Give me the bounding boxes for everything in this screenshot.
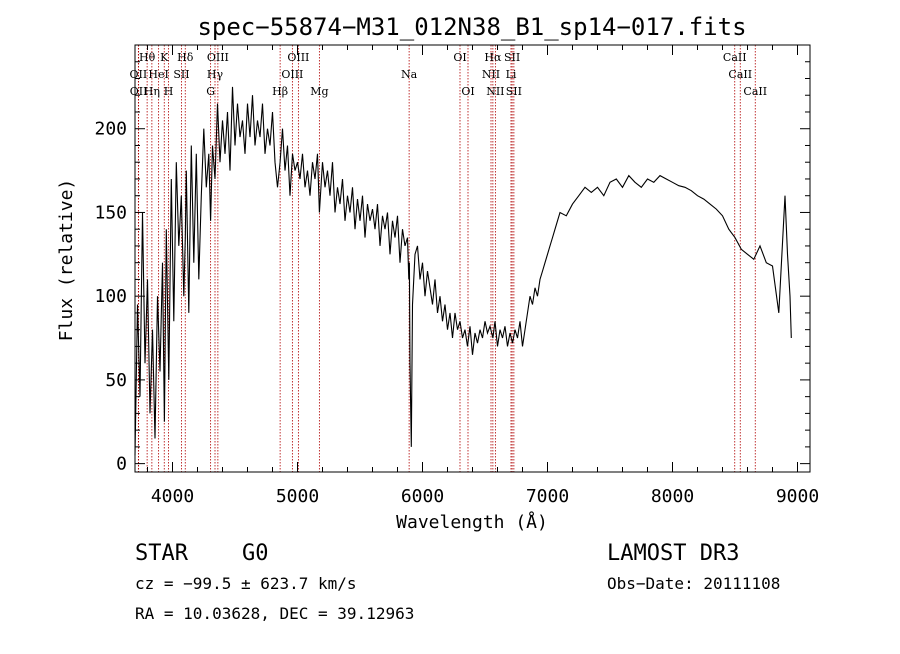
spectral-line-label: CaII [743,85,767,98]
x-tick-label: 4000 [151,486,194,507]
redshift-info: cz = −99.5 ± 623.7 km/s [135,574,357,593]
spectral-line-label: SII [173,68,189,81]
x-tick-label: 8000 [651,486,694,507]
spectral-line-label: Mg [310,85,328,98]
observation-date: Obs−Date: 20111108 [607,574,780,593]
spectral-line-label: OI [453,51,466,64]
spectral-line-label: OI [461,85,474,98]
chart-title: spec−55874−M31_012N38_B1_sp14−017.fits [197,13,746,41]
spectral-line-label: Hγ [207,68,224,81]
spectrum-line [134,86,792,456]
object-class: STAR [135,541,189,566]
spectral-line-label: OIII [207,51,229,64]
spectral-line-label: HeI [148,68,168,81]
spectral-line-label: G [206,85,215,98]
spectral-lines [137,45,756,472]
x-tick-label: 9000 [776,486,819,507]
spectral-line-label: OII [130,85,148,98]
plot-frame [134,44,811,473]
x-tick-label: 5000 [276,486,319,507]
y-tick-label: 100 [94,286,127,307]
x-axis-ticks: 4000 5000 6000 7000 8000 9000 [147,45,819,507]
y-tick-label: 150 [94,202,127,223]
x-tick-label: 7000 [526,486,569,507]
spectral-line-label: OIII [287,51,309,64]
spectral-line-label: NII [482,68,500,81]
coordinates-info: RA = 10.03628, DEC = 39.12963 [135,604,414,623]
y-tick-label: 200 [94,119,127,140]
spectral-line-label: OII [130,68,148,81]
spectral-line-label: Hδ [177,51,194,64]
spectral-line-label: H [164,85,174,98]
x-axis-label: Wavelength (Å) [396,511,548,533]
spectral-line-label: SII [504,51,520,64]
spectral-line-label: CaII [728,68,752,81]
y-tick-label: 0 [116,454,127,475]
y-axis-label: Flux (relative) [56,179,77,342]
spectral-line-label: SII [506,85,522,98]
spectral-line-label: Hη [144,85,160,98]
survey-name: LAMOST DR3 [607,541,739,566]
spectral-line-label: Hβ [272,85,288,98]
y-axis-ticks: 0 50 100 150 200 [94,61,810,475]
x-tick-label: 6000 [401,486,444,507]
object-subclass: G0 [242,541,269,566]
spectral-line-label: K [160,51,169,64]
spectral-line-label: Li [506,68,517,81]
spectral-line-label: Na [401,68,418,81]
spectral-line-label: OIII [281,68,303,81]
spectral-line-label: CaII [723,51,747,64]
y-tick-label: 50 [105,370,127,391]
spectral-line-label: NII [486,85,504,98]
spectral-line-label: Hα [484,51,502,64]
spectral-line-label: Hθ [139,51,156,64]
